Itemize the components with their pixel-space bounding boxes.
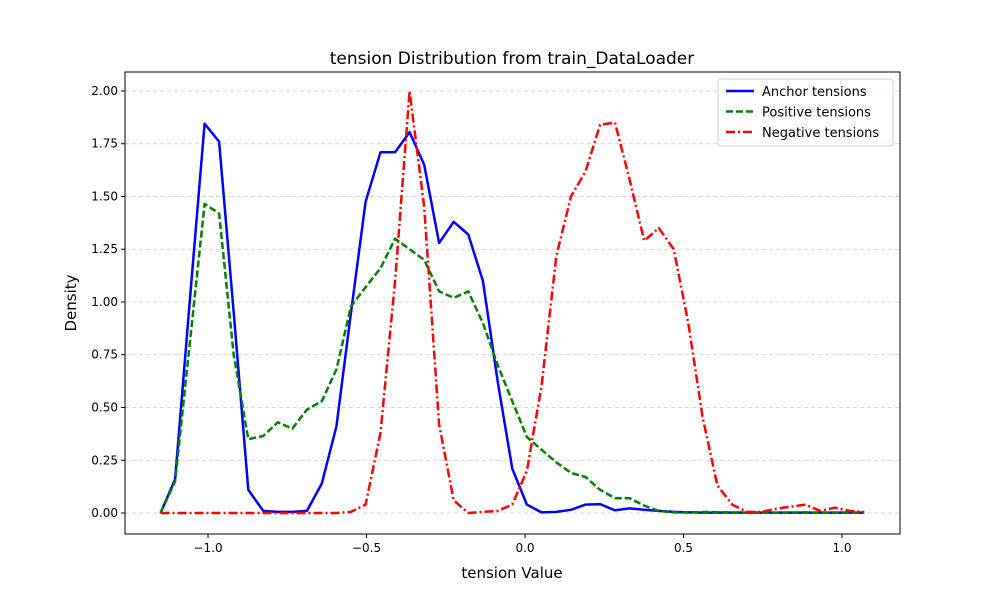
series-line-anchor xyxy=(159,122,865,514)
x-tick-label: 1.0 xyxy=(832,541,851,555)
legend-box xyxy=(717,78,894,147)
axes-frame xyxy=(124,71,901,535)
y-tick-label: 2.00 xyxy=(91,84,118,98)
y-tick-label: 1.50 xyxy=(91,189,118,203)
y-tick-label: 1.75 xyxy=(91,137,118,151)
y-tick-label: 1.25 xyxy=(91,242,118,256)
grid-lines xyxy=(125,90,900,514)
x-tick-label: −0.5 xyxy=(352,541,381,555)
y-axis-ticks: 0.00 0.25 0.50 0.75 1.00 1.25 1.50 1.75 2.00 xyxy=(91,84,125,520)
x-axis-ticks: −1.0 −0.5 0.0 0.5 1.0 xyxy=(193,534,852,555)
series-line-negative xyxy=(160,89,865,515)
legend-label: Negative tensions xyxy=(762,126,879,141)
x-tick-label: 0.5 xyxy=(674,541,693,555)
legend: Anchor tensions Positive tensions Negative… xyxy=(717,78,894,147)
y-axis-label: Density xyxy=(62,274,80,331)
legend-label: Positive tensions xyxy=(762,106,871,121)
y-tick-label: 0.75 xyxy=(91,348,118,362)
y-tick-label: 0.50 xyxy=(91,401,118,415)
y-tick-label: 0.25 xyxy=(91,453,118,467)
legend-label: Anchor tensions xyxy=(762,85,867,100)
x-axis-label: tension Value xyxy=(461,564,562,582)
x-tick-label: −1.0 xyxy=(193,541,222,555)
x-tick-label: 0.0 xyxy=(515,541,534,555)
y-tick-label: 1.00 xyxy=(91,295,118,309)
chart-title: tension Distribution from train_DataLoad… xyxy=(330,49,695,69)
y-tick-label: 0.00 xyxy=(91,506,118,520)
series-lines xyxy=(159,89,865,515)
